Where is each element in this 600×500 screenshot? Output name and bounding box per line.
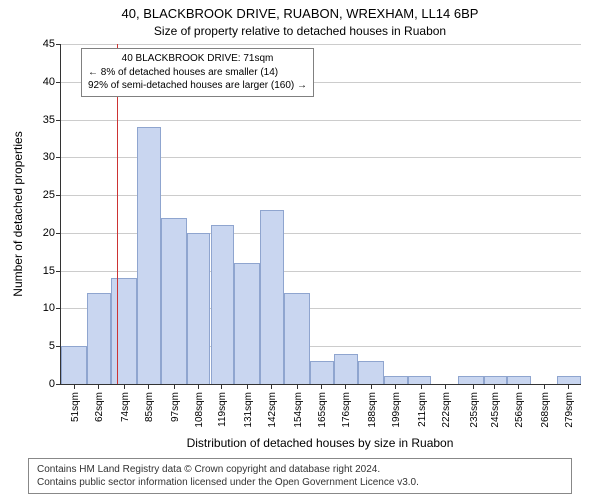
x-tick-label: 62sqm — [94, 392, 105, 422]
x-tick-mark — [124, 384, 125, 389]
x-tick-mark — [568, 384, 569, 389]
histogram-bar — [211, 225, 235, 384]
x-tick-mark — [247, 384, 248, 389]
y-tick-mark — [56, 82, 61, 83]
footer-line-2: Contains public sector information licen… — [37, 476, 563, 489]
histogram-bar — [408, 376, 432, 384]
x-tick-label: 211sqm — [417, 392, 428, 427]
x-tick-mark — [518, 384, 519, 389]
histogram-bar — [111, 278, 137, 384]
x-tick-label: 235sqm — [469, 392, 480, 428]
x-tick-label: 245sqm — [490, 392, 501, 428]
grid-line — [61, 44, 581, 45]
histogram-bar — [234, 263, 260, 384]
x-axis-label: Distribution of detached houses by size … — [60, 436, 580, 450]
chart-title-sub: Size of property relative to detached ho… — [0, 24, 600, 38]
y-tick-label: 40 — [43, 76, 55, 88]
x-tick-mark — [544, 384, 545, 389]
x-tick-mark — [174, 384, 175, 389]
x-tick-label: 188sqm — [367, 392, 378, 428]
chart-title-main: 40, BLACKBROOK DRIVE, RUABON, WREXHAM, L… — [0, 6, 600, 21]
x-tick-label: 119sqm — [217, 392, 228, 427]
y-tick-label: 25 — [43, 189, 55, 201]
x-tick-mark — [345, 384, 346, 389]
y-tick-label: 45 — [43, 38, 55, 50]
y-tick-mark — [56, 44, 61, 45]
annotation-line: 92% of semi-detached houses are larger (… — [88, 79, 307, 93]
plot-area: 05101520253035404551sqm62sqm74sqm85sqm97… — [60, 44, 581, 385]
histogram-bar — [187, 233, 211, 384]
x-tick-mark — [74, 384, 75, 389]
x-tick-mark — [271, 384, 272, 389]
x-tick-mark — [198, 384, 199, 389]
y-tick-label: 0 — [49, 378, 55, 390]
x-tick-mark — [421, 384, 422, 389]
y-tick-label: 10 — [43, 302, 55, 314]
y-tick-mark — [56, 271, 61, 272]
y-tick-mark — [56, 157, 61, 158]
x-tick-mark — [321, 384, 322, 389]
y-tick-label: 15 — [43, 265, 55, 277]
annotation-box: 40 BLACKBROOK DRIVE: 71sqm← 8% of detach… — [81, 48, 314, 97]
histogram-bar — [384, 376, 408, 384]
x-tick-label: 256sqm — [514, 392, 525, 428]
y-tick-mark — [56, 120, 61, 121]
chart-container: 40, BLACKBROOK DRIVE, RUABON, WREXHAM, L… — [0, 0, 600, 500]
histogram-bar — [284, 293, 310, 384]
y-tick-mark — [56, 384, 61, 385]
x-tick-label: 165sqm — [317, 392, 328, 428]
y-tick-mark — [56, 233, 61, 234]
x-tick-label: 199sqm — [391, 392, 402, 428]
x-tick-label: 131sqm — [243, 392, 254, 428]
annotation-line: ← 8% of detached houses are smaller (14) — [88, 66, 307, 80]
annotation-line: 40 BLACKBROOK DRIVE: 71sqm — [88, 52, 307, 66]
y-tick-label: 35 — [43, 114, 55, 126]
histogram-bar — [358, 361, 384, 384]
x-tick-mark — [494, 384, 495, 389]
x-tick-label: 85sqm — [144, 392, 155, 422]
x-tick-label: 279sqm — [564, 392, 575, 428]
grid-line — [61, 120, 581, 121]
histogram-bar — [161, 218, 187, 384]
histogram-bar — [137, 127, 161, 384]
footer-attribution: Contains HM Land Registry data © Crown c… — [28, 458, 572, 494]
histogram-bar — [557, 376, 581, 384]
histogram-bar — [260, 210, 284, 384]
x-tick-label: 74sqm — [120, 392, 131, 422]
y-tick-label: 5 — [49, 340, 55, 352]
histogram-bar — [484, 376, 508, 384]
footer-line-1: Contains HM Land Registry data © Crown c… — [37, 463, 563, 476]
x-tick-mark — [98, 384, 99, 389]
y-tick-mark — [56, 195, 61, 196]
histogram-bar — [87, 293, 111, 384]
histogram-bar — [310, 361, 334, 384]
histogram-bar — [458, 376, 484, 384]
x-tick-label: 154sqm — [293, 392, 304, 428]
y-tick-mark — [56, 308, 61, 309]
y-axis-label: Number of detached properties — [11, 131, 25, 296]
x-tick-label: 51sqm — [70, 392, 81, 422]
x-tick-label: 176sqm — [341, 392, 352, 428]
x-tick-mark — [473, 384, 474, 389]
y-tick-label: 30 — [43, 151, 55, 163]
x-tick-mark — [371, 384, 372, 389]
x-tick-mark — [148, 384, 149, 389]
x-tick-label: 97sqm — [170, 392, 181, 422]
x-tick-label: 222sqm — [441, 392, 452, 428]
x-tick-mark — [221, 384, 222, 389]
histogram-bar — [61, 346, 87, 384]
x-tick-label: 268sqm — [540, 392, 551, 428]
x-tick-mark — [297, 384, 298, 389]
histogram-bar — [507, 376, 531, 384]
x-tick-label: 108sqm — [194, 392, 205, 428]
x-tick-mark — [395, 384, 396, 389]
y-tick-label: 20 — [43, 227, 55, 239]
x-tick-mark — [445, 384, 446, 389]
histogram-bar — [334, 354, 358, 384]
x-tick-label: 142sqm — [267, 392, 278, 428]
